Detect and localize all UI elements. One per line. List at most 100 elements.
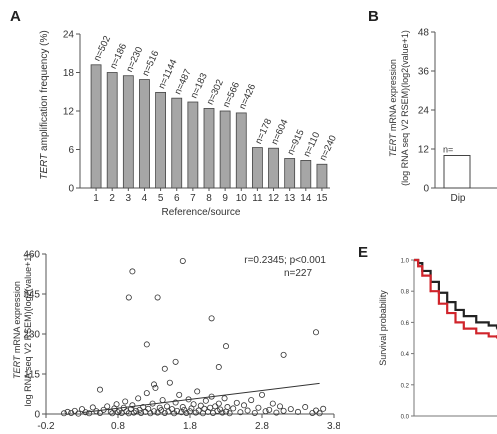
chart-b-ylabel: TERT mRNA expression <box>388 59 398 157</box>
chart-d-point <box>82 409 89 416</box>
chart-b-ylabel-2: (log RNA seq V2 RSEM)(log2(value+1) <box>400 30 410 186</box>
chart-a-xtick-label: 11 <box>252 193 263 204</box>
chart-d-point <box>237 409 244 416</box>
chart-d-point <box>136 406 143 413</box>
chart-e-ytick-label: 0.0 <box>401 415 410 421</box>
chart-e-ytick-label: 0.2 <box>401 383 410 389</box>
chart-d-ytick-label: 115 <box>24 370 40 381</box>
chart-d-point <box>154 294 161 301</box>
chart-d-point <box>287 406 294 413</box>
chart-a-bar <box>90 64 102 189</box>
chart-d-point <box>161 409 168 416</box>
chart-d-point <box>125 294 132 301</box>
chart-a-bar <box>219 110 231 189</box>
chart-d-point <box>280 351 287 358</box>
chart-d-point <box>248 397 255 404</box>
chart-d-point <box>207 404 214 411</box>
chart-a-xtick-label: 10 <box>236 193 248 204</box>
chart-a-xtick-label: 3 <box>126 193 132 204</box>
chart-d-point <box>115 409 122 416</box>
chart-d-point <box>185 396 192 403</box>
chart-d-point <box>258 391 265 398</box>
chart-d-point <box>107 408 114 415</box>
chart-d-point <box>215 400 222 407</box>
chart-b-category-label: Dip <box>450 193 465 204</box>
chart-d-point <box>149 400 156 407</box>
chart-d-point <box>266 406 273 413</box>
chart-d-ylabel-2: log RNA seq V2 RSEM)(log2(value+1) <box>23 254 33 407</box>
chart-d-point <box>176 391 183 398</box>
chart-d-point <box>194 388 201 395</box>
chart-d-point <box>122 398 129 405</box>
chart-d-point <box>113 401 120 408</box>
chart-b-ytick-label: 24 <box>418 106 430 117</box>
chart-d-xtick-label: 0.8 <box>111 421 125 432</box>
chart-d-point <box>97 409 104 416</box>
chart-d-point <box>276 403 283 410</box>
chart-d-point <box>135 395 142 402</box>
chart-a-xtick-label: 8 <box>206 193 212 204</box>
chart-d-point <box>138 409 145 416</box>
chart-a-ylabel: TERT amplification frequency (%) <box>39 30 50 179</box>
panel-label-b: B <box>368 8 379 25</box>
chart-b-bar <box>443 155 471 189</box>
chart-d-annotation-n: n=227 <box>284 268 313 279</box>
chart-d-point <box>222 343 229 350</box>
chart-d-point <box>202 397 209 404</box>
chart-d-xtick-label: 3.8 <box>327 421 340 432</box>
chart-a-xtick-label: 7 <box>190 193 196 204</box>
panel-label-e: E <box>358 244 369 261</box>
chart-d-point <box>159 397 166 404</box>
chart-d-ylabel: TERT mRNA expression <box>12 281 22 379</box>
chart-a-xtick-label: 14 <box>300 193 312 204</box>
chart-a-bar <box>155 91 167 189</box>
chart-a-bar <box>187 101 199 189</box>
chart-d-xtick-label: 2.8 <box>255 421 269 432</box>
chart-e-ytick-label: 0.4 <box>401 352 410 358</box>
chart-d-point <box>166 379 173 386</box>
chart-d-point <box>179 257 186 264</box>
chart-a-bar <box>251 147 263 189</box>
chart-d-point <box>181 406 188 413</box>
chart-d-point <box>93 408 100 415</box>
chart-d-scatter: 0 115 230 345 460 -0.2 0.8 1.8 2.8 3.8 TERT mRNA … <box>12 250 340 433</box>
chart-d-point <box>89 404 96 411</box>
chart-d-point <box>86 410 93 417</box>
chart-a-bar-label: n=502 <box>92 34 113 63</box>
chart-a-xtick-label: 6 <box>174 193 180 204</box>
chart-d-ytick-label: 460 <box>23 250 40 261</box>
chart-e-survival: 1.0 0.8 0.6 0.4 0.2 0.0 Survival probability <box>378 259 497 421</box>
chart-a-bar <box>171 97 183 189</box>
chart-a-xtick-label: 12 <box>268 193 280 204</box>
chart-a-bar <box>316 163 328 189</box>
chart-a-bar <box>106 72 118 189</box>
chart-d-point <box>294 408 301 415</box>
chart-d-point <box>61 410 68 417</box>
chart-e-ytick-label: 0.8 <box>401 290 410 296</box>
chart-d-point <box>217 406 224 413</box>
chart-a-xlabel: Reference/source <box>162 207 241 218</box>
chart-d-point <box>240 402 247 409</box>
panel-label-a: A <box>10 8 21 25</box>
chart-a-xtick-label: 4 <box>142 193 148 204</box>
chart-b-ytick-label: 48 <box>418 28 430 39</box>
chart-d-point <box>161 365 168 372</box>
chart-d-point <box>186 408 193 415</box>
chart-a-bar <box>203 108 215 189</box>
chart-d-point <box>109 410 116 417</box>
chart-a-bar <box>300 160 312 189</box>
chart-d-point <box>221 395 228 402</box>
chart-d-point <box>312 407 319 414</box>
chart-d-point <box>75 410 82 417</box>
chart-d-point <box>104 403 111 410</box>
chart-d-point <box>219 409 226 416</box>
chart-d-point <box>172 399 179 406</box>
chart-b-ytick-label: 12 <box>418 145 430 156</box>
chart-d-point <box>120 404 127 411</box>
chart-d-point <box>320 405 327 412</box>
chart-d-ytick-label: 345 <box>23 290 40 301</box>
chart-d-annotation-r: r=0.2345; p<0.001 <box>244 255 326 266</box>
chart-d-point <box>280 407 287 414</box>
chart-b-bar-label: n= <box>443 145 453 155</box>
chart-d-point <box>255 404 262 411</box>
